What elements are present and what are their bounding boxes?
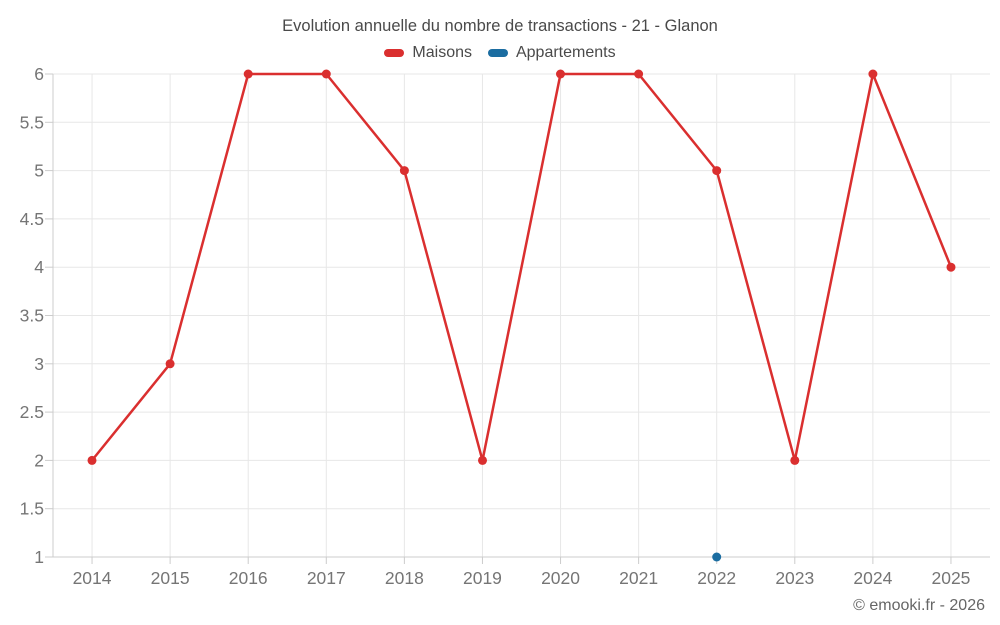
- data-point-maisons[interactable]: [868, 69, 878, 79]
- y-axis-label: 5.5: [20, 112, 44, 132]
- data-point-maisons[interactable]: [556, 69, 565, 79]
- legend-item-maisons[interactable]: Maisons: [384, 44, 472, 62]
- y-axis-label: 1.5: [20, 499, 44, 519]
- y-axis-label: 1: [34, 547, 44, 567]
- y-axis-label: 4.5: [20, 209, 44, 229]
- data-point-maisons[interactable]: [321, 69, 331, 79]
- legend-label: Maisons: [412, 44, 472, 61]
- y-axis-label: 2: [34, 450, 44, 470]
- y-axis-label: 4: [34, 257, 44, 277]
- legend-swatch-appartements: [487, 49, 508, 57]
- x-axis-label: 2020: [541, 568, 580, 588]
- y-axis-label: 5: [34, 161, 44, 181]
- data-point-maisons[interactable]: [165, 359, 175, 369]
- legend-item-appartements[interactable]: Appartements: [487, 44, 616, 62]
- series-line-maisons: [90, 72, 953, 462]
- data-point-maisons[interactable]: [712, 166, 722, 176]
- x-axis-label: 2017: [307, 568, 346, 588]
- data-point-maisons[interactable]: [946, 262, 956, 272]
- x-axis-label: 2023: [775, 568, 814, 588]
- x-axis-label: 2021: [619, 568, 658, 588]
- copyright-text: © emooki.fr - 2026: [853, 597, 985, 614]
- x-axis-label: 2024: [853, 568, 892, 588]
- x-axis-label: 2022: [697, 568, 736, 588]
- chart-title: Evolution annuelle du nombre de transact…: [282, 17, 718, 35]
- y-axis-label: 6: [34, 64, 44, 84]
- y-axis-label: 3: [34, 354, 44, 374]
- data-point-maisons[interactable]: [399, 166, 409, 176]
- data-point-maisons[interactable]: [478, 455, 487, 465]
- x-axis-label: 2025: [931, 568, 970, 588]
- legend-swatch-maisons: [384, 49, 405, 57]
- legend-label: Appartements: [515, 44, 616, 61]
- x-axis-label: 2014: [73, 568, 112, 588]
- x-axis-label: 2018: [385, 568, 424, 588]
- y-axis-label: 3.5: [20, 306, 44, 326]
- legend: Maisons Appartements: [0, 44, 1000, 62]
- data-point-maisons[interactable]: [790, 455, 800, 465]
- data-point-appartements[interactable]: [712, 552, 722, 562]
- data-point-maisons[interactable]: [87, 455, 97, 465]
- x-axis-label: 2015: [151, 568, 190, 588]
- data-point-maisons[interactable]: [243, 69, 253, 79]
- x-axis-label: 2019: [463, 568, 502, 588]
- y-axis-label: 2.5: [20, 402, 44, 422]
- x-axis-label: 2016: [229, 568, 268, 588]
- data-point-maisons[interactable]: [634, 69, 644, 79]
